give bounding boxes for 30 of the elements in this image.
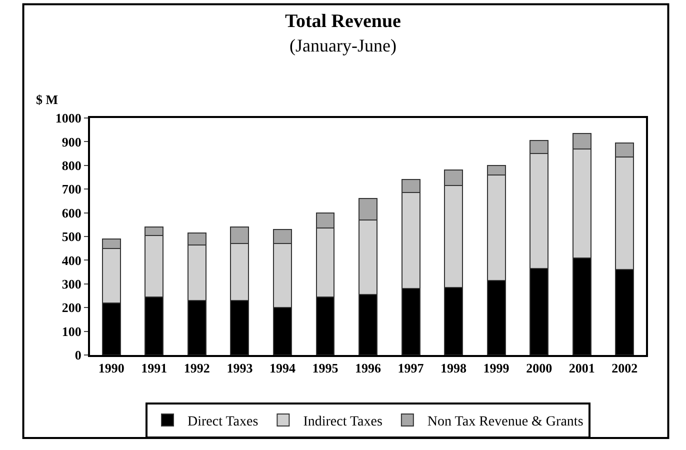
y-tick-label: 600: [62, 205, 82, 220]
legend-label: Non Tax Revenue & Grants: [427, 414, 584, 430]
chart-title: Total Revenue: [285, 11, 401, 32]
x-tick-label: 2002: [612, 360, 638, 376]
y-tick-label: 800: [62, 158, 82, 173]
y-tick-label: 300: [62, 276, 82, 292]
x-tick-label: 2001: [568, 360, 595, 376]
y-tick-label: 900: [62, 134, 82, 150]
legend-label: Indirect Taxes: [303, 414, 382, 430]
y-tick-label: 200: [62, 300, 82, 316]
x-tick-label: 1990: [98, 360, 124, 376]
y-axis-title: $ M: [36, 92, 58, 107]
y-tick-label: 0: [74, 348, 82, 363]
y-tick-label: 100: [62, 324, 82, 339]
x-tick-label: 1998: [440, 360, 468, 376]
y-tick-label: 1000: [55, 110, 82, 126]
y-tick-label: 700: [62, 182, 82, 197]
x-tick-label: 1991: [141, 360, 168, 376]
y-tick-label: 500: [62, 229, 82, 244]
x-tick-label: 2000: [526, 360, 552, 376]
x-tick-label: 1997: [398, 360, 424, 376]
legend-label: Direct Taxes: [188, 414, 258, 430]
x-tick-label: 1996: [355, 360, 382, 376]
y-tick-label: 400: [62, 252, 82, 268]
x-tick-label: 1992: [184, 360, 210, 376]
x-tick-label: 1993: [226, 360, 254, 376]
x-tick-label: 1995: [312, 360, 339, 376]
chart-subtitle: (January-June): [290, 36, 396, 56]
x-tick-label: 1999: [483, 360, 510, 376]
x-tick-label: 1994: [269, 360, 296, 376]
